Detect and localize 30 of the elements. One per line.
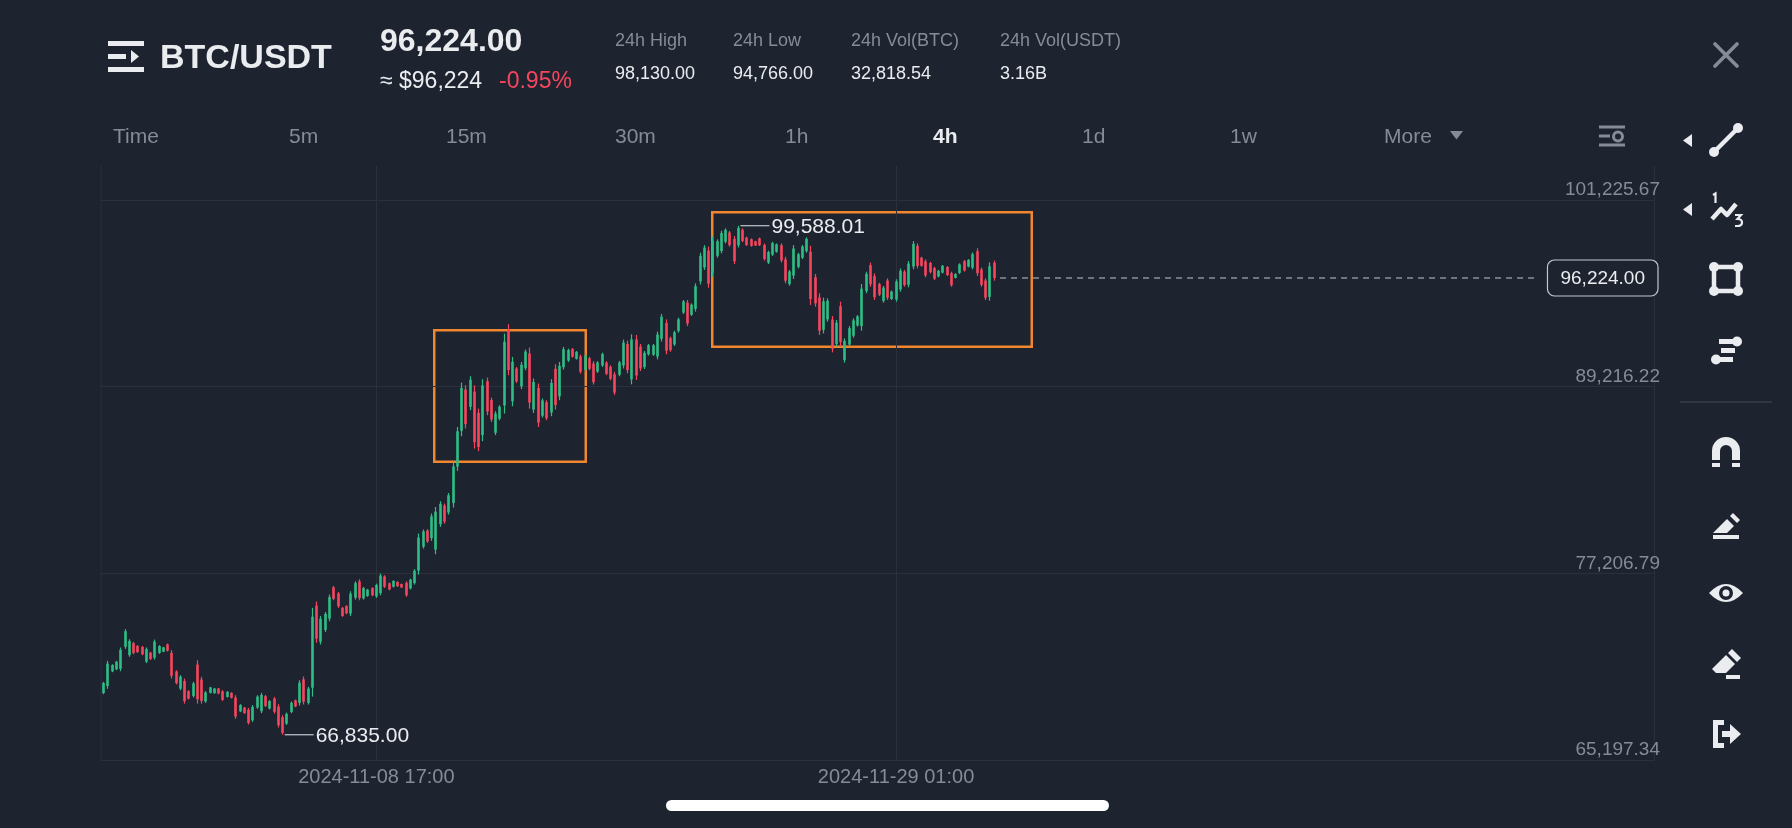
chart-subtitle: 96,224.00 (380, 22, 523, 58)
text: 30m (615, 123, 656, 147)
ref-line-label: 96,224.00 (1560, 267, 1645, 289)
text: 98,130.00 (615, 63, 696, 83)
text: 3.16B (1000, 63, 1048, 83)
text: ≈ $96,224 (380, 66, 483, 93)
text: More (1384, 123, 1432, 147)
text: Time (113, 123, 159, 147)
text: -0.95% (499, 66, 572, 93)
text: 1d (1082, 123, 1106, 147)
text: 1h (785, 123, 809, 147)
y-tick-label: 101,225.67 (1564, 178, 1660, 200)
text: 24h Low (733, 30, 802, 50)
text: 32,818.54 (851, 63, 932, 83)
text: 5m (289, 123, 319, 147)
x-tick-label: 2024-11-29 01:00 (817, 764, 975, 787)
y-tick-label: 77,206.79 (1575, 551, 1660, 573)
chart-title: BTC/USDT (160, 37, 332, 75)
x-tick-label: 2024-11-08 17:00 (298, 764, 455, 787)
text: 24h Vol(USDT) (1000, 30, 1122, 50)
text: 24h High (615, 30, 688, 50)
annotation: 99,588.01 (771, 213, 865, 237)
y-tick-label: 65,197.34 (1575, 738, 1661, 760)
text: 1w (1230, 123, 1257, 147)
y-tick-label: 89,216.22 (1575, 365, 1660, 387)
annotation: 66,835.00 (315, 722, 410, 746)
text: 4h (933, 123, 958, 147)
text: 94,766.00 (733, 63, 814, 83)
text: 15m (446, 123, 487, 147)
text: 24h Vol(BTC) (851, 30, 960, 50)
